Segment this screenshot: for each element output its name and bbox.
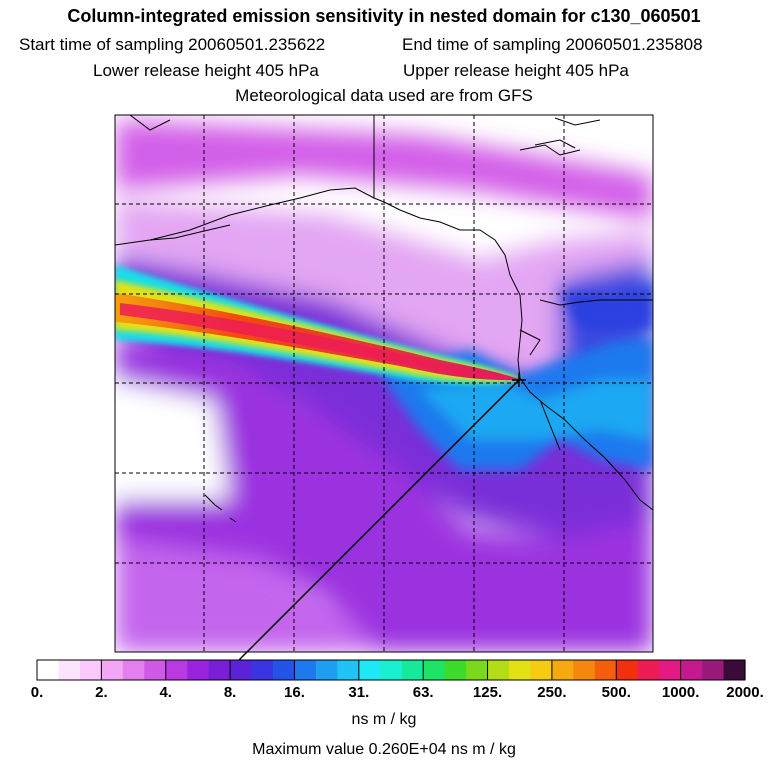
colorbar-swatch (165, 660, 188, 680)
colorbar-swatch (251, 660, 274, 680)
color-bar (36, 659, 746, 681)
colorbar-swatch (509, 660, 532, 680)
colorbar-unit: ns m / kg (351, 711, 417, 728)
start-time-label: Start time of sampling 20060501.235622 (19, 35, 326, 54)
colorbar-swatch (616, 660, 639, 680)
coastlines (115, 115, 653, 523)
colorbar-swatch (380, 660, 403, 680)
colorbar-swatch (680, 660, 703, 680)
colorbar-swatch (594, 660, 617, 680)
colorbar-swatch (101, 660, 124, 680)
colorbar-swatch (637, 660, 660, 680)
colorbar-swatch (551, 660, 574, 680)
transport-band (115, 265, 522, 385)
colorbar-swatch (122, 660, 145, 680)
colorbar-swatch (444, 660, 467, 680)
colorbar-swatch (294, 660, 317, 680)
upper-release-label: Upper release height 405 hPa (403, 61, 629, 80)
colorbar-tick-label: 2. (95, 684, 108, 701)
colorbar-swatch (530, 660, 553, 680)
colorbar-tick-label: 250. (537, 684, 567, 701)
colorbar-swatch (423, 660, 446, 680)
colorbar-swatch (79, 660, 102, 680)
map-frame (114, 114, 654, 653)
colorbar-swatch (573, 660, 596, 680)
colorbar-swatch (337, 660, 360, 680)
colorbar-swatch (358, 660, 381, 680)
colorbar-tick-label: 2000. (726, 684, 764, 701)
colorbar-swatch (723, 660, 746, 680)
colorbar-swatch (401, 660, 424, 680)
colorbar-tick-label: 4. (159, 684, 172, 701)
colorbar-swatch (466, 660, 489, 680)
colorbar-swatch (230, 660, 253, 680)
colorbar-tick-label: 125. (472, 684, 503, 701)
colorbar-tick-label: 500. (601, 684, 631, 701)
colorbar-swatch (208, 660, 231, 680)
colorbar-swatch (37, 660, 60, 680)
colorbar-tick-label: 16. (284, 684, 305, 701)
colorbar-tick-label: 0. (30, 684, 44, 701)
colorbar-swatch (58, 660, 81, 680)
colorbar-swatch (144, 660, 167, 680)
colorbar-swatch (187, 660, 210, 680)
flight-track-line (246, 379, 520, 653)
figure-title: Column-integrated emission sensitivity i… (67, 6, 701, 26)
graticule (115, 115, 653, 652)
colorbar-swatch (315, 660, 338, 680)
colorbar-tick-label: 8. (223, 684, 237, 701)
blue-sensitivity-region (380, 280, 653, 470)
met-data-label: Meteorological data used are from GFS (235, 86, 533, 105)
colorbar-tick-label: 1000. (661, 684, 700, 701)
colorbar-swatch (487, 660, 510, 680)
colorbar-tick-label: 63. (412, 684, 434, 701)
colorbar-swatch (702, 660, 725, 680)
lower-release-label: Lower release height 405 hPa (93, 61, 319, 80)
map-field (115, 115, 653, 652)
colorbar-swatch (273, 660, 296, 680)
colorbar-swatch (659, 660, 682, 680)
end-time-label: End time of sampling 20060501.235808 (402, 35, 703, 54)
maximum-value-label: Maximum value 0.260E+04 ns m / kg (252, 741, 516, 758)
colorbar-tick-label: 31. (348, 684, 370, 701)
